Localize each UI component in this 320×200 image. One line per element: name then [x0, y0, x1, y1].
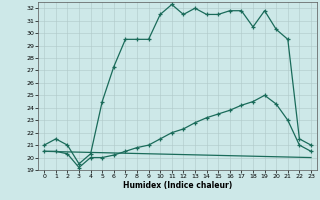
X-axis label: Humidex (Indice chaleur): Humidex (Indice chaleur)	[123, 181, 232, 190]
